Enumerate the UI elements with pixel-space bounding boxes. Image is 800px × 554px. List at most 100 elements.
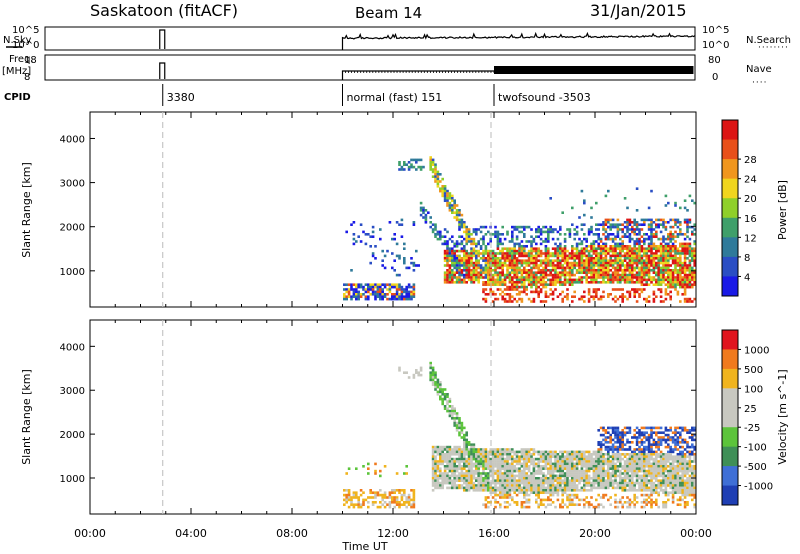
heatmap-cell — [674, 254, 677, 258]
heatmap-cell — [371, 285, 375, 289]
heatmap-cell — [619, 252, 622, 255]
heatmap-cell — [659, 455, 663, 458]
heatmap-cell — [448, 237, 452, 241]
heatmap-cell — [575, 281, 579, 284]
heatmap-cell — [638, 462, 641, 466]
heatmap-cell — [436, 445, 440, 449]
heatmap-cell — [537, 457, 540, 461]
heatmap-cell — [674, 465, 677, 468]
heatmap-cell — [645, 457, 648, 461]
heatmap-cell — [655, 472, 658, 475]
heatmap-cell — [439, 472, 442, 475]
heatmap-cell — [441, 397, 444, 401]
heatmap-cell — [652, 472, 656, 475]
heatmap-cell — [664, 264, 668, 267]
heatmap-cell — [527, 252, 531, 255]
heatmap-cell — [535, 252, 538, 255]
heatmap-cell — [525, 493, 528, 497]
heatmap-cell — [635, 223, 639, 226]
heatmap-cell — [544, 269, 548, 272]
heatmap-cell — [575, 469, 579, 473]
heatmap-cell — [595, 223, 598, 226]
heatmap-cell — [491, 469, 495, 473]
heatmap-cell — [412, 496, 416, 499]
heatmap-cell — [638, 276, 641, 279]
heatmap-cell — [635, 281, 639, 284]
heatmap-cell — [604, 242, 608, 246]
heatmap-cell — [571, 503, 574, 506]
heatmap-cell — [465, 261, 468, 265]
heatmap-cell — [674, 467, 677, 470]
heatmap-cell — [465, 431, 468, 434]
heatmap-cell — [652, 450, 656, 454]
heatmap-cell — [667, 283, 670, 286]
heatmap-cell — [482, 479, 485, 482]
heatmap-cell — [535, 273, 538, 277]
heatmap-cell — [566, 450, 569, 454]
heatmap-cell — [554, 457, 557, 461]
heatmap-cell — [446, 249, 449, 253]
heatmap-cell — [412, 489, 416, 492]
heatmap-cell — [664, 457, 668, 461]
heatmap-cell — [664, 491, 668, 494]
heatmap-cell — [671, 269, 675, 272]
heatmap-cell — [671, 257, 675, 260]
heatmap-cell — [652, 271, 656, 274]
heatmap-cell — [671, 436, 675, 439]
heatmap-cell — [484, 484, 488, 487]
heatmap-cell — [566, 273, 569, 277]
heatmap-cell — [446, 242, 449, 246]
heatmap-cell — [573, 228, 576, 231]
heatmap-cell — [599, 426, 603, 430]
heatmap-cell — [674, 443, 677, 446]
heatmap-cell — [611, 233, 615, 236]
heatmap-cell — [511, 472, 514, 475]
heatmap-cell — [664, 460, 668, 463]
heatmap-cell — [542, 477, 545, 480]
heatmap-cell — [487, 505, 490, 509]
heatmap-cell — [616, 465, 620, 468]
heatmap-cell — [590, 489, 593, 492]
heatmap-cell — [448, 397, 452, 401]
heatmap-cell — [640, 249, 644, 253]
heatmap-cell — [544, 273, 548, 277]
heatmap-cell — [587, 484, 591, 487]
heatmap-cell — [664, 445, 668, 449]
heatmap-cell — [667, 281, 670, 284]
heatmap-cell — [638, 271, 641, 274]
heatmap-cell — [489, 486, 492, 490]
heatmap-cell — [367, 467, 370, 470]
heatmap-cell — [446, 407, 449, 410]
heatmap-cell — [556, 477, 560, 480]
heatmap-cell — [559, 479, 562, 482]
heatmap-cell — [511, 281, 514, 284]
heatmap-cell — [580, 254, 584, 258]
heatmap-cell — [621, 247, 624, 250]
heatmap-cell — [407, 168, 411, 171]
heatmap-cell — [551, 283, 555, 286]
heatmap-cell — [431, 448, 435, 451]
heatmap-cell — [487, 453, 490, 456]
heatmap-cell — [451, 479, 454, 482]
heatmap-cell — [527, 484, 531, 487]
heatmap-cell — [511, 462, 514, 466]
heatmap-cell — [407, 290, 411, 294]
heatmap-cell — [544, 462, 548, 466]
heatmap-cell — [475, 252, 478, 255]
heatmap-cell — [508, 300, 512, 303]
heatmap-cell — [592, 450, 596, 454]
heatmap-cell — [374, 501, 377, 504]
heatmap-cell — [508, 278, 512, 282]
heatmap-cell — [683, 285, 687, 289]
heatmap-cell — [436, 481, 440, 485]
heatmap-cell — [592, 474, 596, 478]
heatmap-cell — [571, 206, 574, 210]
heatmap-cell — [604, 462, 608, 466]
heatmap-cell — [458, 417, 461, 420]
heatmap-cell — [621, 249, 624, 253]
heatmap-cell — [621, 465, 624, 468]
heatmap-cell — [676, 269, 680, 272]
heatmap-cell — [446, 455, 449, 458]
heatmap-cell — [515, 293, 519, 296]
heatmap-cell — [604, 472, 608, 475]
